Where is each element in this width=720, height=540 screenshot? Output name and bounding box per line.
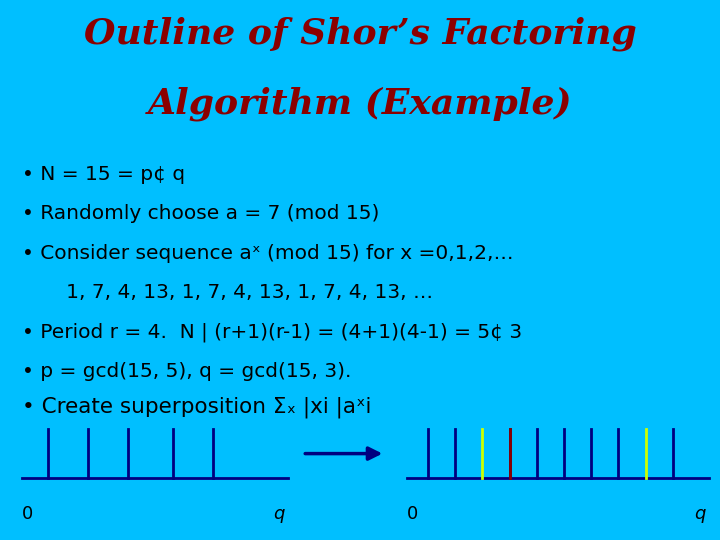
Text: 0: 0 — [22, 505, 33, 523]
Text: 0: 0 — [407, 505, 418, 523]
Text: • Create superposition Σₓ |xi |aˣi: • Create superposition Σₓ |xi |aˣi — [22, 397, 371, 418]
Text: • Consider sequence aˣ (mod 15) for x =0,1,2,…: • Consider sequence aˣ (mod 15) for x =0… — [22, 244, 513, 262]
Text: 1, 7, 4, 13, 1, 7, 4, 13, 1, 7, 4, 13, …: 1, 7, 4, 13, 1, 7, 4, 13, 1, 7, 4, 13, … — [47, 283, 433, 302]
Text: Outline of Shor’s Factoring: Outline of Shor’s Factoring — [84, 16, 636, 51]
Text: • Period r = 4.  N | (r+1)(r-1) = (4+1)(4-1) = 5¢ 3: • Period r = 4. N | (r+1)(r-1) = (4+1)(4… — [22, 322, 522, 342]
Text: • p = gcd(15, 5), q = gcd(15, 3).: • p = gcd(15, 5), q = gcd(15, 3). — [22, 362, 351, 381]
Text: q: q — [694, 505, 706, 523]
Text: q: q — [273, 505, 284, 523]
Text: • Randomly choose a = 7 (mod 15): • Randomly choose a = 7 (mod 15) — [22, 204, 379, 223]
Text: Algorithm (Example): Algorithm (Example) — [148, 86, 572, 121]
Text: • N = 15 = p¢ q: • N = 15 = p¢ q — [22, 165, 185, 184]
